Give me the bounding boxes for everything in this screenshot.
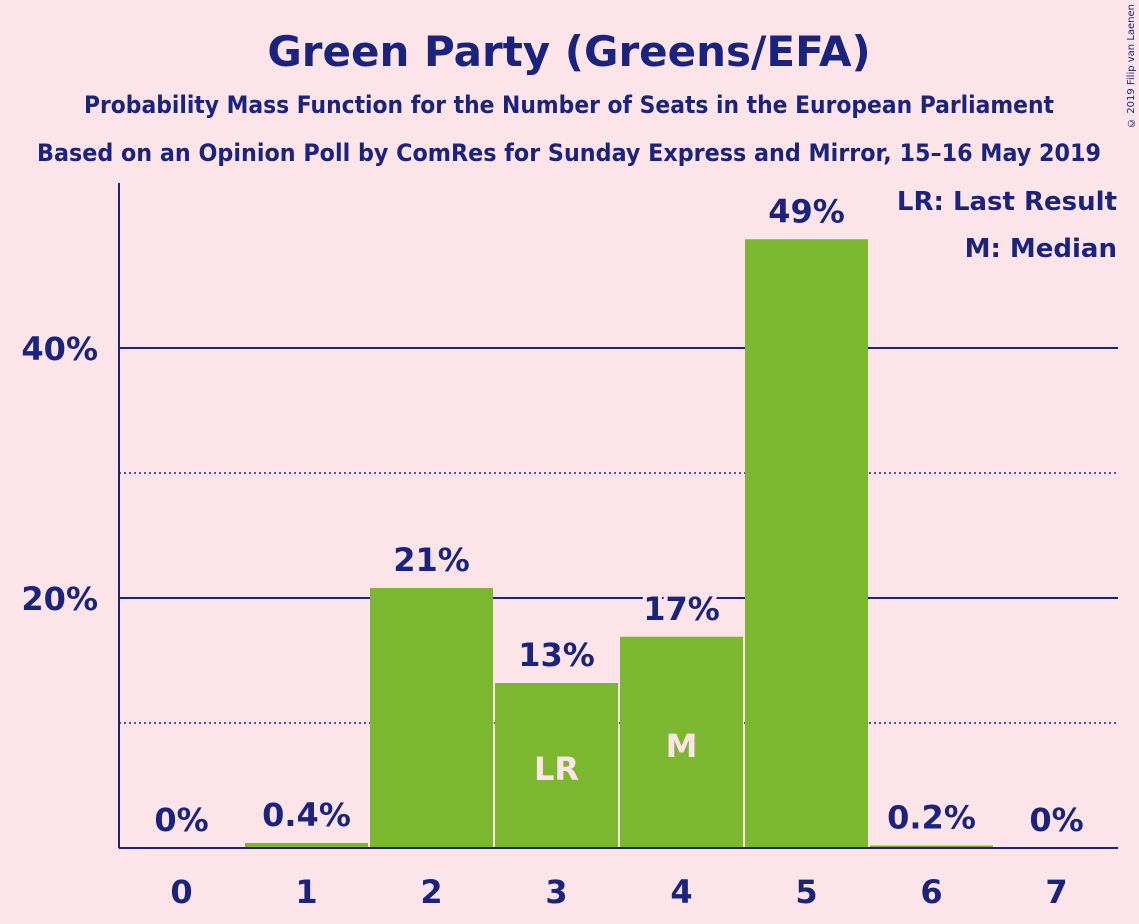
axes: [118, 183, 1118, 849]
x-tick-label: 1: [295, 873, 317, 911]
x-tick-label: 2: [420, 873, 442, 911]
legend-last-result: LR: Last Result: [897, 187, 1117, 217]
bar-labels: 0% 0 0.4% 1 21% 2 13% LR 3 17% M 4 49% 5 0.2% 6 0% 7: [150, 188, 1087, 911]
bar-value-label: 49%: [768, 192, 845, 230]
bar: [745, 239, 868, 848]
bar: [370, 588, 493, 848]
bar-value-label: 21%: [393, 541, 470, 579]
bar: [495, 683, 618, 848]
y-tick-label: 40%: [21, 330, 98, 368]
bar: [620, 636, 743, 848]
bar: [245, 843, 368, 848]
x-tick-label: 7: [1045, 873, 1067, 911]
bar-value-label: 0.2%: [887, 799, 976, 837]
y-tick-label: 20%: [21, 580, 98, 618]
bar-marker: M: [666, 727, 698, 765]
bar-value-label: 0.4%: [262, 796, 351, 834]
copyright-notice: © 2019 Filip van Laenen: [1126, 4, 1137, 128]
chart-title: Green Party (Greens/EFA): [267, 27, 870, 76]
x-tick-label: 6: [920, 873, 942, 911]
gridlines: 20% 40%: [21, 330, 1118, 724]
chart-subtitle-2: Based on an Opinion Poll by ComRes for S…: [37, 139, 1101, 167]
bar: [870, 845, 993, 848]
chart-subtitle: Probability Mass Function for the Number…: [84, 91, 1054, 119]
bar-value-label: 17%: [643, 590, 720, 628]
bar-value-label: 0%: [1029, 801, 1083, 839]
x-tick-label: 3: [545, 873, 567, 911]
x-tick-label: 4: [670, 873, 692, 911]
bars: [245, 239, 993, 848]
bar-marker: LR: [534, 750, 579, 788]
x-tick-label: 5: [795, 873, 817, 911]
x-tick-label: 0: [170, 873, 192, 911]
bar-value-label: 0%: [154, 801, 208, 839]
bar-value-label: 13%: [518, 636, 595, 674]
legend-median: M: Median: [965, 234, 1117, 264]
